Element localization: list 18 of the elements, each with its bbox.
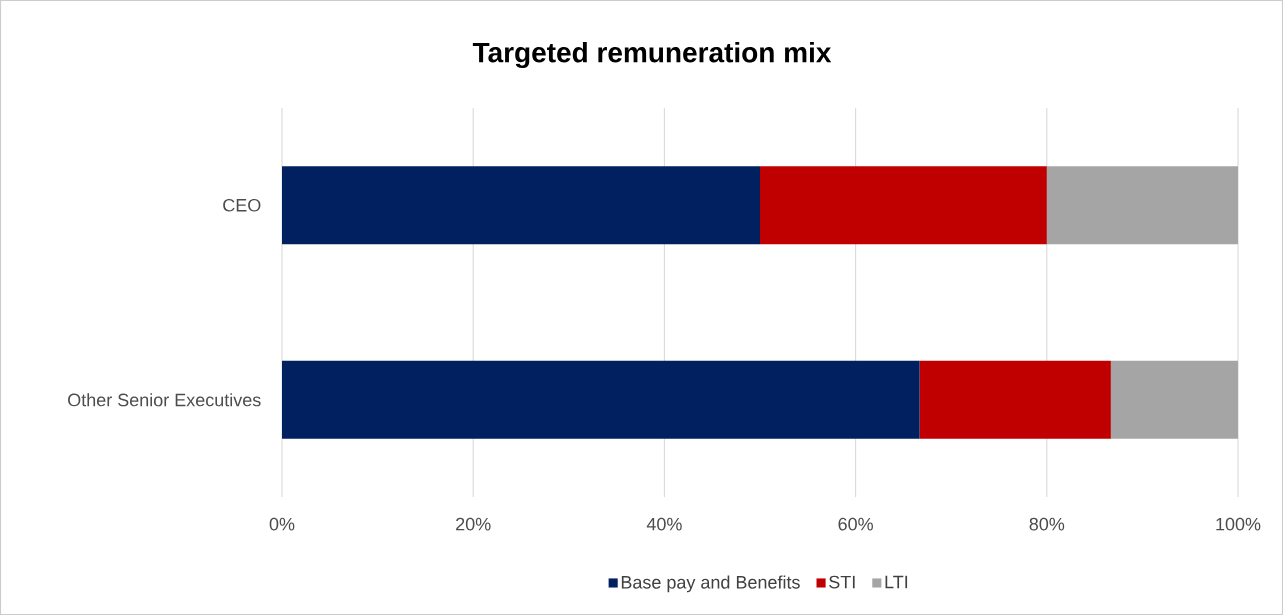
legend-label: Base pay and Benefits	[621, 575, 800, 593]
legend-label: STI	[829, 575, 855, 589]
bar	[1110, 360, 1238, 439]
bar	[919, 360, 1111, 439]
legend-label: LTI	[885, 575, 908, 589]
bar	[1046, 166, 1238, 245]
x-tick-label: 20%	[456, 517, 491, 531]
bar	[282, 166, 760, 245]
x-tick-label: 0%	[269, 517, 295, 531]
bar	[760, 166, 1047, 245]
y-tick-label: Other Senior Executives	[68, 393, 261, 407]
chart-title: Targeted remuneration mix	[472, 41, 832, 69]
x-tick-label: 60%	[838, 517, 873, 531]
y-tick-label: CEO	[223, 198, 261, 212]
bar	[282, 360, 920, 439]
x-tick-label: 100%	[1216, 517, 1261, 531]
x-tick-label: 80%	[1029, 517, 1065, 531]
x-tick-label: 40%	[646, 517, 682, 531]
